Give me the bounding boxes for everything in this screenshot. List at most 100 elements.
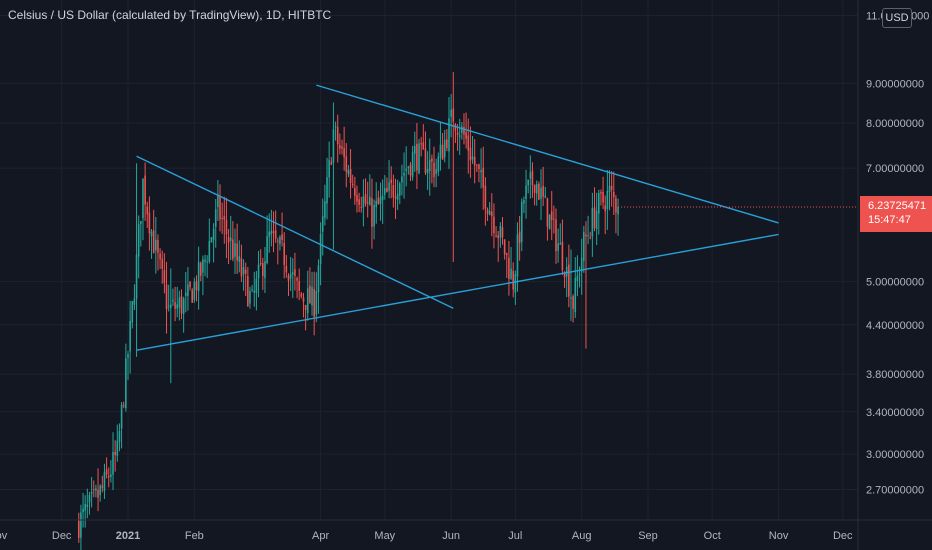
candle-body xyxy=(105,469,108,475)
candle xyxy=(433,146,435,188)
candle-body xyxy=(529,172,532,179)
candle-body xyxy=(300,293,303,297)
candle-body xyxy=(291,272,294,275)
candle xyxy=(377,190,380,205)
candle-body xyxy=(287,275,290,281)
candle-body xyxy=(99,485,101,496)
candle xyxy=(572,294,574,323)
candle-body xyxy=(82,508,84,513)
last-price-value: 6.23725471 xyxy=(868,200,927,212)
candle-body xyxy=(236,243,238,261)
candle xyxy=(439,121,442,171)
candle-body xyxy=(232,239,234,259)
candle xyxy=(170,268,172,384)
trendline-1[interactable] xyxy=(136,155,454,309)
candle-body xyxy=(527,179,529,186)
candle-body xyxy=(163,269,166,284)
candle-body xyxy=(146,206,149,215)
candle-body xyxy=(538,183,540,200)
candle-body xyxy=(580,257,583,272)
candle-body xyxy=(324,201,326,218)
x-tick-label: Aug xyxy=(572,530,592,542)
candle-body xyxy=(264,261,266,278)
candle-body xyxy=(283,243,286,265)
candle xyxy=(523,196,525,214)
x-tick-label: Oct xyxy=(704,530,721,542)
candle-body xyxy=(379,196,382,204)
candle-body xyxy=(114,451,116,456)
candle-body xyxy=(375,200,378,208)
candle-body xyxy=(172,299,174,302)
candle-body xyxy=(326,177,328,204)
candle-body xyxy=(122,405,125,407)
candle-body xyxy=(587,235,589,237)
candle xyxy=(443,129,446,163)
candle xyxy=(283,232,286,279)
x-tick-label: Dec xyxy=(833,530,853,542)
candle xyxy=(189,281,191,291)
candle-body xyxy=(420,143,422,145)
candle-body xyxy=(191,289,193,303)
candle xyxy=(358,192,360,213)
candle xyxy=(240,244,243,282)
x-tick-label: Nov xyxy=(769,530,789,542)
candle xyxy=(514,270,517,305)
candle-body xyxy=(159,253,161,260)
candle-body xyxy=(129,321,131,352)
candle xyxy=(114,440,116,472)
candle xyxy=(587,215,589,245)
candle xyxy=(150,228,153,259)
candle-body xyxy=(332,129,335,163)
candle-body xyxy=(578,274,581,276)
candle xyxy=(302,292,305,318)
candle-body xyxy=(531,170,534,185)
candle xyxy=(559,223,562,245)
candle-body xyxy=(589,237,592,239)
candle-body xyxy=(274,230,277,239)
candle xyxy=(461,122,463,140)
candle-body xyxy=(525,185,527,199)
candle-body xyxy=(321,216,324,232)
candle-body xyxy=(319,233,322,265)
candle xyxy=(300,291,303,299)
candle xyxy=(420,136,422,157)
candle xyxy=(409,162,412,182)
candle-body xyxy=(441,144,444,160)
candle-body xyxy=(377,197,380,205)
y-tick-label: 5.00000000 xyxy=(866,277,924,289)
candle xyxy=(253,271,256,307)
candle xyxy=(578,266,581,288)
candle-body xyxy=(501,227,504,238)
candle xyxy=(133,284,136,311)
candle-body xyxy=(561,241,564,271)
candle xyxy=(398,181,401,205)
candle-body xyxy=(242,267,245,275)
candle-body xyxy=(285,266,288,273)
candle-body xyxy=(503,239,506,255)
currency-button[interactable]: USD xyxy=(882,8,912,28)
candle-body xyxy=(598,192,600,214)
candle xyxy=(225,197,228,259)
candle xyxy=(184,271,187,313)
candle xyxy=(80,504,82,550)
x-tick-label: Jul xyxy=(508,530,522,542)
candle-body xyxy=(550,211,553,220)
candle-body xyxy=(197,262,200,291)
x-tick-label: Apr xyxy=(312,530,329,542)
candle xyxy=(249,286,251,309)
candle-body xyxy=(505,253,508,255)
candle-body xyxy=(244,269,247,274)
candle-body xyxy=(302,297,305,302)
candle xyxy=(270,209,273,247)
candle-body xyxy=(476,164,478,166)
candle xyxy=(259,249,262,267)
trendline-2[interactable] xyxy=(136,233,779,351)
candle-body xyxy=(495,235,497,237)
candle xyxy=(563,271,566,288)
candle-body xyxy=(208,241,211,262)
trendline-3[interactable] xyxy=(316,84,779,224)
candle xyxy=(520,198,523,252)
candle xyxy=(257,250,260,298)
candle-body xyxy=(142,178,144,219)
